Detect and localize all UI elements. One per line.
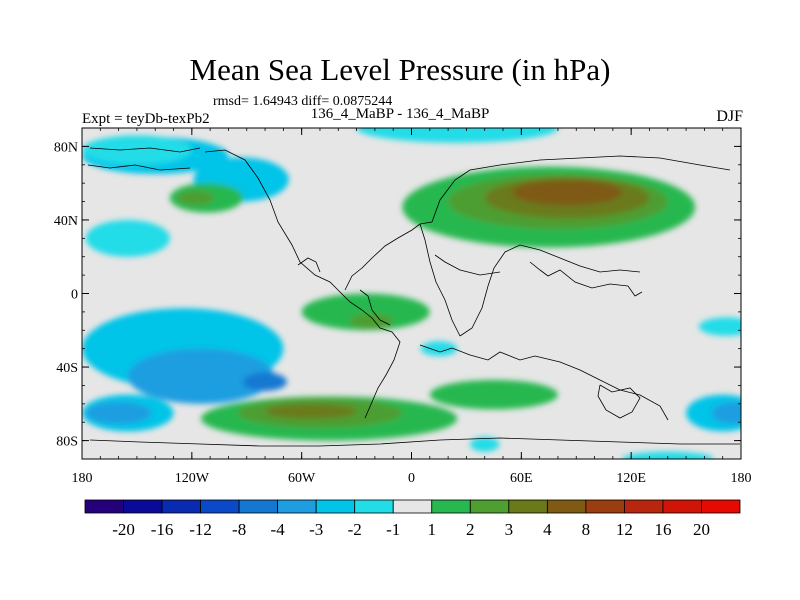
contour-region (711, 401, 741, 425)
x-tick-label: 0 (408, 471, 415, 486)
colorbar-swatch (277, 499, 317, 514)
colorbar-label: 12 (616, 520, 633, 539)
colorbar-swatch (84, 499, 124, 514)
x-tick-label: 60E (510, 471, 533, 486)
contour-region (429, 379, 558, 410)
colorbar-label: -3 (309, 520, 323, 539)
colorbar-label: 1 (428, 520, 437, 539)
coastlines (87, 147, 740, 447)
contour-region (470, 436, 500, 452)
colorbar-swatch (161, 499, 201, 514)
stats-label: rmsd= 1.64943 diff= 0.0875244 (213, 94, 393, 109)
colorbar-label: -16 (151, 520, 174, 539)
colorbar-swatch (238, 499, 279, 514)
colorbar-label: -12 (189, 520, 212, 539)
chart-title: Mean Sea Level Pressure (in hPa) (189, 52, 611, 87)
x-tick-label: 60W (288, 471, 316, 486)
contour-region (265, 403, 357, 419)
colorbar-label: -20 (112, 520, 135, 539)
season-label: DJF (716, 108, 743, 125)
contour-region (349, 313, 394, 329)
colorbar-label: -8 (232, 520, 246, 539)
colorbar-swatch (200, 499, 240, 514)
colorbar-label: 20 (693, 520, 710, 539)
contour-region (85, 219, 170, 257)
colorbar-swatch (546, 499, 587, 514)
contour-region (698, 317, 741, 336)
y-tick-label: 40N (54, 214, 78, 229)
colorbar-label: -1 (386, 520, 400, 539)
case-label: 136_4_MaBP - 136_4_MaBP (310, 106, 490, 122)
colorbar-swatch (662, 499, 702, 514)
y-tick-label: 80N (54, 140, 78, 155)
y-tick-label: 40S (56, 361, 78, 376)
x-tick-label: 120E (616, 471, 646, 486)
colorbar-swatch (315, 499, 356, 514)
colorbar-label: 8 (582, 520, 591, 539)
colorbar-swatch (431, 499, 471, 514)
contour-region (622, 451, 714, 459)
colorbar-swatch (469, 499, 510, 514)
y-tick-label: 0 (71, 288, 78, 303)
colorbar-swatch (508, 499, 548, 514)
colorbar-label: 16 (654, 520, 671, 539)
colorbar-swatch (624, 499, 664, 514)
contour-region (512, 179, 623, 206)
colorbar-label: 4 (543, 520, 552, 539)
contour-region (177, 190, 214, 206)
colorbar-swatch (123, 499, 163, 514)
contour-region (301, 293, 430, 331)
y-tick-label: 80S (56, 435, 78, 450)
colorbar-label: 3 (505, 520, 514, 539)
colorbar-label: -2 (348, 520, 362, 539)
contour-region (420, 341, 458, 357)
x-tick-label: 120W (175, 471, 210, 486)
contour-region (82, 135, 192, 165)
contour-region (85, 401, 152, 425)
contour-region (243, 372, 288, 391)
contour-region (356, 128, 558, 143)
colorbar-swatch (392, 499, 433, 514)
contour-region (127, 348, 275, 404)
colorbar-swatch (701, 499, 741, 514)
colorbar-swatch (585, 499, 625, 514)
experiment-label: Expt = teyDb-texPb2 (82, 111, 210, 127)
x-tick-label: 180 (731, 471, 752, 486)
colorbar-label: 2 (466, 520, 475, 539)
x-tick-label: 180 (72, 471, 93, 486)
colorbar-label: -4 (271, 520, 286, 539)
colorbar-swatch (354, 499, 394, 514)
